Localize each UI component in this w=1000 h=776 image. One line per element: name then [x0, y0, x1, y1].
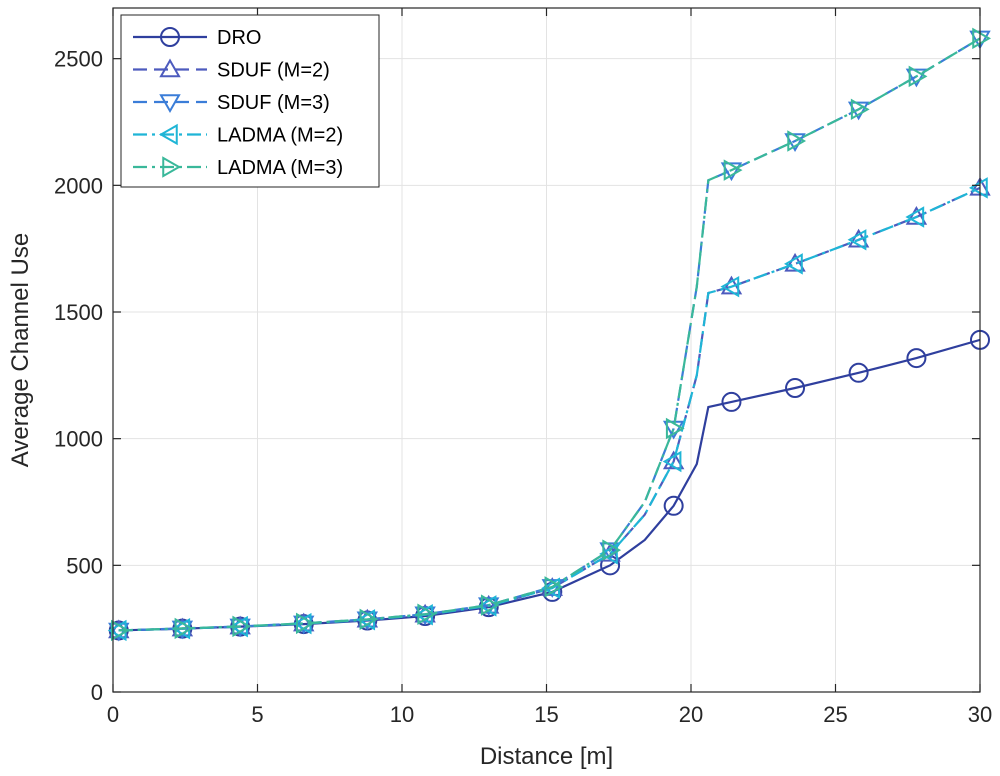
legend-marker: [158, 123, 178, 146]
y-tick-label: 2000: [54, 173, 103, 198]
legend-label: SDUF (M=2): [217, 60, 330, 82]
data-point-marker: [905, 205, 928, 225]
data-point-marker: [108, 622, 130, 642]
y-axis-label: Average Channel Use: [7, 233, 34, 467]
data-point-marker: [232, 615, 252, 638]
data-point-marker: [602, 539, 622, 561]
legend-marker: [159, 94, 181, 114]
data-point-marker: [906, 348, 927, 369]
data-point-marker: [599, 543, 618, 565]
series-4: [111, 27, 992, 642]
data-point-marker: [787, 130, 807, 152]
legend-marker: [162, 156, 182, 178]
data-point-marker: [662, 450, 682, 473]
data-point-marker: [784, 253, 803, 275]
data-point-marker: [721, 391, 742, 412]
data-point-marker: [662, 450, 685, 470]
data-point-marker: [480, 594, 500, 616]
x-tick-label: 25: [823, 702, 847, 727]
data-point-marker: [972, 27, 992, 50]
data-point-marker: [848, 362, 869, 383]
y-tick-label: 2500: [54, 47, 103, 72]
legend-label: DRO: [217, 27, 261, 49]
legend-marker: [159, 58, 181, 78]
legend-label: LADMA (M=2): [217, 125, 343, 147]
data-point-marker: [665, 417, 685, 440]
data-point-marker: [908, 65, 928, 88]
x-tick-label: 5: [251, 702, 263, 727]
x-tick-label: 15: [534, 702, 558, 727]
data-point-marker: [359, 608, 379, 631]
data-point-marker: [968, 177, 988, 199]
legend: DRO SDUF (M=2) SDUF (M=3) LADMA (M=2) LADMA …: [120, 14, 380, 188]
x-tick-label: 10: [390, 702, 414, 727]
x-tick-label: 30: [968, 702, 992, 727]
legend-entry: LADMA (M=3): [133, 156, 343, 179]
x-tick-label: 20: [679, 702, 703, 727]
data-point-marker: [847, 229, 867, 251]
legend-entry: DRO: [133, 27, 261, 49]
data-point-marker: [663, 495, 684, 516]
x-tick-label: 0: [107, 702, 119, 727]
ticks: 0 5 10 15 20 25 30 0 500 1000 1500 2000 2500: [54, 8, 992, 727]
data-point-marker: [477, 597, 500, 617]
legend-entry: SDUF (M=2): [133, 58, 330, 82]
data-point-marker: [720, 162, 743, 182]
data-point-marker: [720, 275, 740, 298]
legend-entry: LADMA (M=2): [133, 123, 343, 147]
legend-marker: [160, 27, 180, 47]
y-tick-label: 1500: [54, 300, 103, 325]
y-tick-label: 500: [66, 553, 103, 578]
data-point-marker: [723, 159, 743, 181]
series-line: [118, 37, 981, 632]
data-point-marker: [905, 206, 925, 228]
data-point-marker: [174, 617, 194, 640]
data-point-marker: [785, 378, 806, 398]
data-point-marker: [417, 603, 437, 625]
y-tick-label: 1000: [54, 427, 103, 452]
data-point-marker: [295, 612, 315, 635]
legend-label: LADMA (M=3): [217, 157, 343, 179]
data-point-marker: [544, 576, 564, 598]
x-axis-label: Distance [m]: [480, 743, 613, 770]
data-point-marker: [905, 68, 928, 88]
data-point-marker: [293, 615, 315, 635]
legend-label: SDUF (M=3): [217, 92, 330, 114]
data-point-marker: [850, 98, 870, 121]
data-point-marker: [111, 619, 130, 642]
legend-entry: SDUF (M=3): [133, 92, 330, 114]
series-layer: [107, 27, 992, 642]
y-tick-label: 0: [91, 680, 103, 705]
